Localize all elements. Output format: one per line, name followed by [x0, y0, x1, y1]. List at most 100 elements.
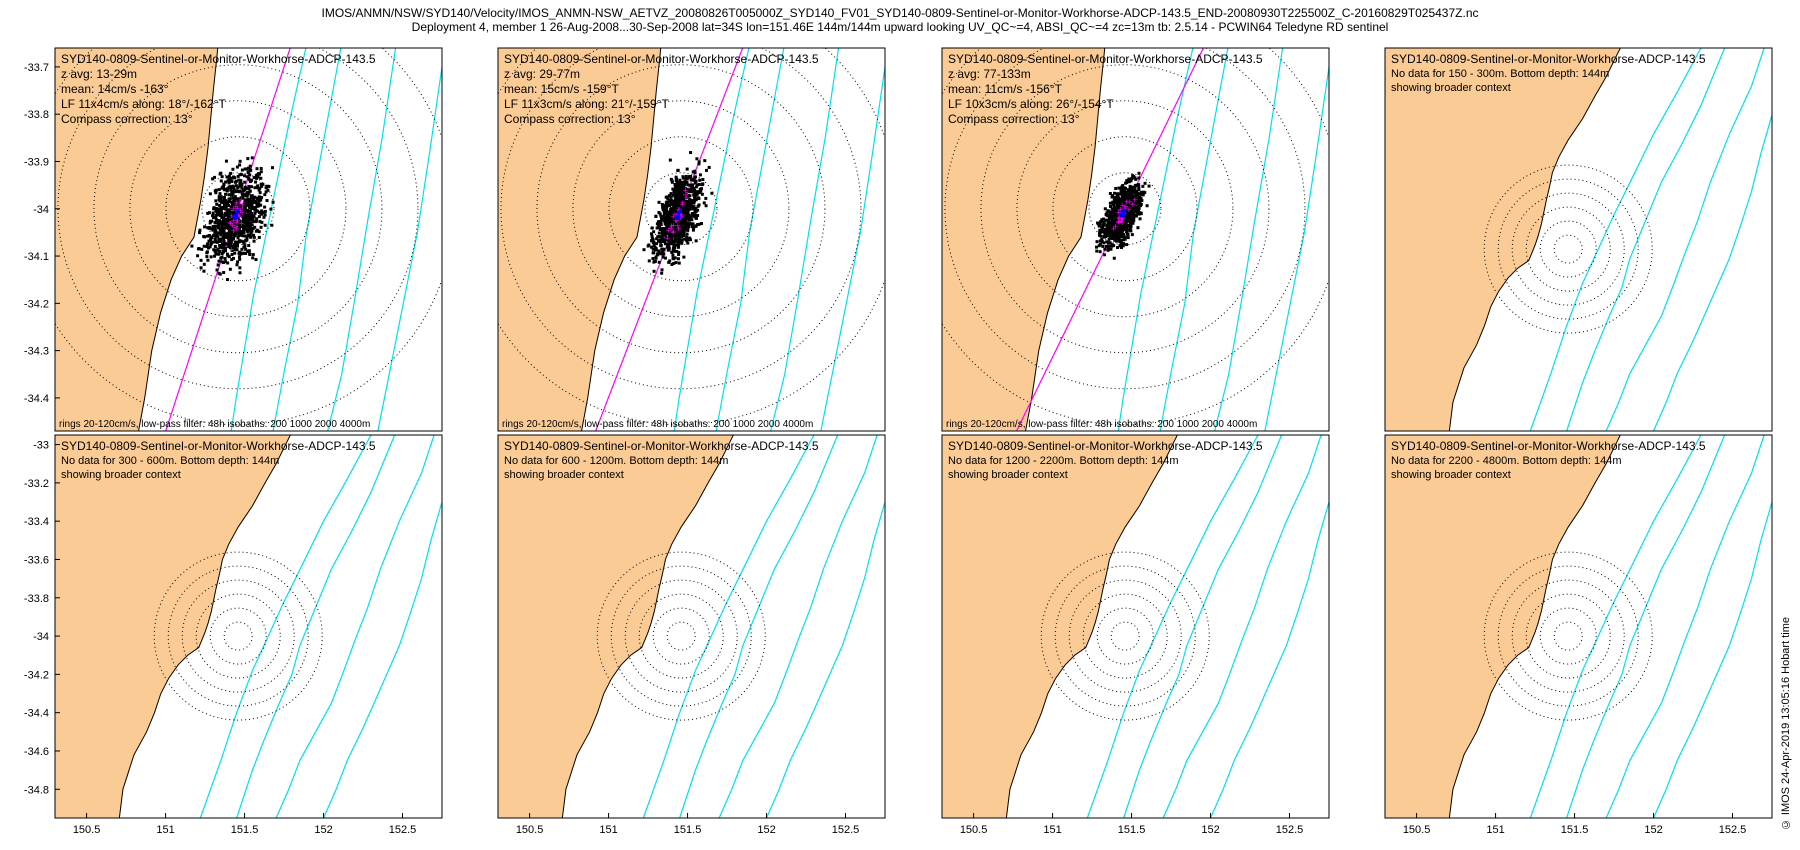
lowpass-point: + [675, 221, 680, 231]
scatter-point [675, 193, 679, 197]
scatter-point [216, 219, 220, 223]
scatter-point [236, 236, 240, 240]
scatter-point [262, 215, 266, 219]
scatter-point [233, 233, 237, 237]
lowpass-point: + [234, 218, 239, 228]
scatter-point [238, 173, 242, 177]
scatter-point [219, 195, 223, 199]
scatter-point [678, 240, 682, 244]
scatter-point [209, 255, 213, 259]
scatter-point [663, 256, 667, 260]
scatter-point [241, 224, 245, 228]
scatter-point [1129, 207, 1133, 211]
scatter-point [265, 184, 269, 188]
scatter-point [223, 211, 227, 215]
scatter-point [233, 195, 237, 199]
scatter-point [236, 174, 240, 178]
scatter-point [667, 260, 671, 264]
scatter-point [244, 208, 248, 212]
scatter-point [697, 197, 701, 201]
scatter-point [209, 238, 213, 242]
scatter-point [666, 246, 670, 250]
scatter-point [1105, 213, 1109, 217]
scatter-point [214, 188, 218, 192]
scatter-point [1108, 213, 1112, 217]
scatter-point [225, 189, 229, 193]
velocity-ring [1497, 565, 1639, 707]
scatter-point [673, 209, 677, 213]
scatter-point [681, 180, 685, 184]
isobath-line [820, 61, 885, 431]
lowpass-point: + [665, 233, 670, 243]
scatter-point [239, 231, 243, 235]
scatter-point [1118, 211, 1122, 215]
scatter-point [676, 204, 680, 208]
scatter-point [694, 185, 698, 189]
isobath-line [679, 435, 839, 818]
scatter-point [1114, 223, 1118, 227]
scatter-point [258, 198, 262, 202]
scatter-point [664, 238, 668, 242]
velocity-ring [644, 172, 718, 246]
scatter-point [215, 207, 219, 211]
scatter-point [693, 171, 697, 175]
x-tick-label: 152 [1644, 824, 1662, 836]
scatter-point [689, 198, 693, 202]
scatter-point [211, 177, 215, 181]
velocity-ring [153, 551, 323, 721]
scatter-point [223, 226, 227, 230]
scatter-point [1108, 216, 1112, 220]
scatter-point [207, 233, 211, 237]
panel-info-line: showing broader context [948, 469, 1068, 481]
scatter-point [1119, 241, 1123, 245]
scatter-point [215, 221, 219, 225]
scatter-point [1100, 237, 1104, 241]
scatter-point [690, 214, 694, 218]
isobath-line [230, 48, 307, 431]
scatter-point [1126, 236, 1130, 240]
panel-info-line: LF 11x4cm/s along: 18°/-162°T [61, 97, 226, 111]
scatter-cloud [190, 156, 275, 282]
lowpass-point: + [671, 220, 676, 230]
scatter-point [1106, 219, 1110, 223]
scatter-point [246, 229, 250, 233]
scatter-point [1137, 186, 1141, 190]
scatter-point [694, 239, 698, 243]
lowpass-point: + [235, 216, 240, 226]
scatter-point [241, 210, 245, 214]
scatter-point [683, 218, 687, 222]
scatter-point [1109, 215, 1113, 219]
scatter-point [1118, 228, 1122, 232]
velocity-ring [610, 565, 752, 707]
scatter-point [681, 233, 685, 237]
scatter-point [243, 206, 247, 210]
isobath-line [1162, 435, 1322, 818]
scatter-point [1115, 235, 1119, 239]
scatter-point [1108, 230, 1112, 234]
panel-info-line: LF 10x3cm/s along: 26°/-154°T [948, 97, 1114, 111]
scatter-point [1113, 197, 1117, 201]
scatter-point [662, 204, 666, 208]
scatter-point [247, 190, 251, 194]
scatter-point [652, 269, 656, 273]
scatter-point [246, 199, 250, 203]
scatter-point [237, 252, 241, 256]
y-tick-label: -34 [33, 631, 49, 643]
scatter-point [1116, 232, 1120, 236]
scatter-point [688, 238, 692, 242]
scatter-point [692, 199, 696, 203]
scatter-point [681, 195, 685, 199]
scatter-point [1109, 247, 1113, 251]
lowpass-point: + [233, 202, 238, 212]
scatter-point [701, 178, 705, 182]
scatter-point [693, 213, 697, 217]
scatter-point [259, 182, 263, 186]
lowpass-point: + [680, 198, 685, 208]
scatter-point [249, 168, 253, 172]
axes-frame [497, 47, 886, 432]
scatter-point [248, 223, 252, 227]
scatter-point [229, 171, 233, 175]
scatter-point [232, 212, 236, 216]
scatter-point [229, 224, 233, 228]
scatter-point [664, 211, 668, 215]
